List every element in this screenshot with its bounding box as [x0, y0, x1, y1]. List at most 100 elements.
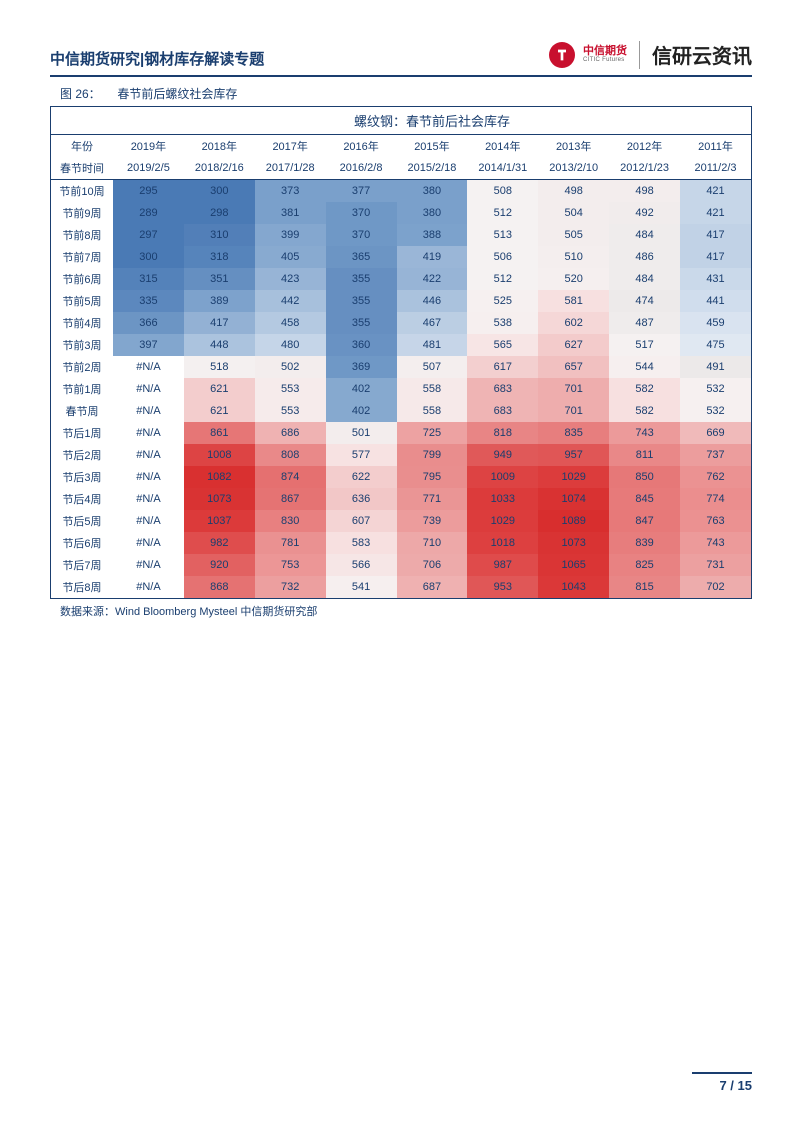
table-row: 节前8周297310399370388513505484417 — [51, 224, 751, 246]
heatmap-cell: 835 — [538, 422, 609, 444]
heatmap-cell: 388 — [397, 224, 468, 246]
row-label: 节前5周 — [51, 290, 113, 312]
heatmap-cell: 498 — [538, 180, 609, 203]
header-brand: 中信期货 CITIC Futures 信研云资讯 — [549, 40, 752, 69]
heatmap-cell: #N/A — [113, 356, 184, 378]
table-row: 节前4周366417458355467538602487459 — [51, 312, 751, 334]
heatmap-cell: 507 — [397, 356, 468, 378]
heatmap-cell: 491 — [680, 356, 751, 378]
heatmap-cell: 808 — [255, 444, 326, 466]
date-header: 2019/2/5 — [113, 157, 184, 180]
heatmap-cell: 517 — [609, 334, 680, 356]
heatmap-cell: 405 — [255, 246, 326, 268]
heatmap-cell: 508 — [467, 180, 538, 203]
heatmap-cell: 458 — [255, 312, 326, 334]
row-label: 节前1周 — [51, 378, 113, 400]
heatmap-cell: #N/A — [113, 422, 184, 444]
row-label: 节后2周 — [51, 444, 113, 466]
year-header: 2013年 — [538, 135, 609, 158]
heatmap-cell: 621 — [184, 378, 255, 400]
heatmap-cell: 725 — [397, 422, 468, 444]
heatmap-cell: 506 — [467, 246, 538, 268]
source-label: 数据来源： — [60, 606, 115, 618]
table-row: 节后3周#N/A108287462279510091029850762 — [51, 466, 751, 488]
table-row: 节后4周#N/A107386763677110331074845774 — [51, 488, 751, 510]
year-header: 2019年 — [113, 135, 184, 158]
year-header: 2011年 — [680, 135, 751, 158]
heatmap-cell: 607 — [326, 510, 397, 532]
table-row: 节前2周#N/A518502369507617657544491 — [51, 356, 751, 378]
year-header: 2018年 — [184, 135, 255, 158]
row-label: 节前2周 — [51, 356, 113, 378]
row-label: 节前4周 — [51, 312, 113, 334]
heatmap-cell: 565 — [467, 334, 538, 356]
heatmap-cell: 867 — [255, 488, 326, 510]
brand-main: 信研云资讯 — [652, 40, 752, 69]
heatmap-cell: 423 — [255, 268, 326, 290]
row-label: 节后3周 — [51, 466, 113, 488]
year-header: 2012年 — [609, 135, 680, 158]
heatmap-cell: 702 — [680, 576, 751, 598]
heatmap-cell: 743 — [680, 532, 751, 554]
figure-label: 图 26： — [60, 87, 101, 101]
logo-en: CITIC Futures — [583, 57, 627, 63]
heatmap-cell: 544 — [609, 356, 680, 378]
brand-divider — [639, 41, 640, 69]
heatmap-cell: 318 — [184, 246, 255, 268]
heatmap-cell: 355 — [326, 312, 397, 334]
table-row: 节前5周335389442355446525581474441 — [51, 290, 751, 312]
heatmap-cell: 541 — [326, 576, 397, 598]
data-source: 数据来源：Wind Bloomberg Mysteel 中信期货研究部 — [60, 603, 752, 619]
heatmap-cell: 953 — [467, 576, 538, 598]
heatmap-cell: 566 — [326, 554, 397, 576]
heatmap-cell: 582 — [609, 378, 680, 400]
heatmap-cell: 532 — [680, 378, 751, 400]
heatmap-cell: 743 — [609, 422, 680, 444]
heatmap-cell: 839 — [609, 532, 680, 554]
heatmap-cell: 402 — [326, 400, 397, 422]
heatmap-cell: 850 — [609, 466, 680, 488]
heatmap-cell: 553 — [255, 400, 326, 422]
heatmap-cell: 295 — [113, 180, 184, 203]
heatmap-cell: 1033 — [467, 488, 538, 510]
heatmap-cell: 481 — [397, 334, 468, 356]
heatmap-cell: 370 — [326, 224, 397, 246]
heatmap-cell: 289 — [113, 202, 184, 224]
heatmap-cell: 701 — [538, 400, 609, 422]
heatmap-cell: 399 — [255, 224, 326, 246]
heatmap-cell: 513 — [467, 224, 538, 246]
heatmap-cell: 686 — [255, 422, 326, 444]
heatmap-cell: 512 — [467, 202, 538, 224]
heatmap-cell: 1018 — [467, 532, 538, 554]
heatmap-cell: 360 — [326, 334, 397, 356]
heatmap-cell: 771 — [397, 488, 468, 510]
heatmap-cell: 1008 — [184, 444, 255, 466]
heatmap-cell: 1029 — [467, 510, 538, 532]
heatmap-cell: 484 — [609, 224, 680, 246]
heatmap-cell: #N/A — [113, 444, 184, 466]
row-label: 节前6周 — [51, 268, 113, 290]
heatmap-cell: 422 — [397, 268, 468, 290]
heatmap-cell: 538 — [467, 312, 538, 334]
logo-text: 中信期货 CITIC Futures — [583, 46, 627, 63]
heatmap-cell: 335 — [113, 290, 184, 312]
heatmap-cell: 373 — [255, 180, 326, 203]
heatmap-cell: 380 — [397, 202, 468, 224]
date-header: 2012/1/23 — [609, 157, 680, 180]
source-text: Wind Bloomberg Mysteel 中信期货研究部 — [115, 606, 317, 618]
heatmap-cell: 518 — [184, 356, 255, 378]
heatmap-cell: 701 — [538, 378, 609, 400]
heatmap-cell: 298 — [184, 202, 255, 224]
heatmap-cell: 355 — [326, 290, 397, 312]
heatmap-cell: 868 — [184, 576, 255, 598]
heatmap-cell: 297 — [113, 224, 184, 246]
heatmap-cell: 830 — [255, 510, 326, 532]
heatmap-cell: 627 — [538, 334, 609, 356]
row-label: 节前8周 — [51, 224, 113, 246]
heatmap-cell: 419 — [397, 246, 468, 268]
heatmap-cell: 442 — [255, 290, 326, 312]
heatmap-cell: 982 — [184, 532, 255, 554]
date-label: 春节时间 — [51, 157, 113, 180]
heatmap-cell: 484 — [609, 268, 680, 290]
heatmap-cell: 505 — [538, 224, 609, 246]
